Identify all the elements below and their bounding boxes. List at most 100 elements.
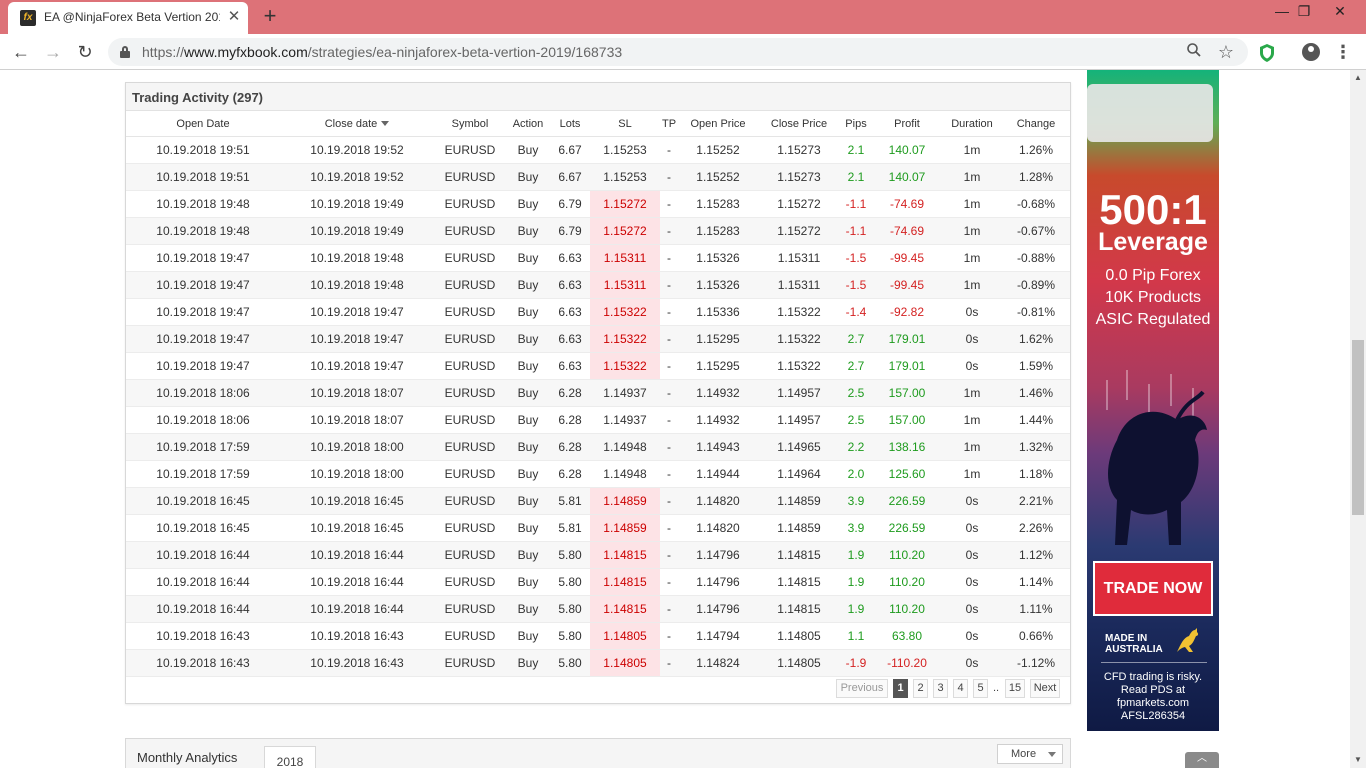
cell-lots: 6.63	[550, 325, 590, 353]
table-row[interactable]: 10.19.2018 19:47 10.19.2018 19:48 EURUSD Bu…	[126, 271, 1070, 299]
cell-change: 2.26%	[1002, 514, 1070, 542]
address-bar[interactable]: https://www.myfxbook.com/strategies/ea-n…	[108, 38, 1248, 66]
table-row[interactable]: 10.19.2018 16:45 10.19.2018 16:45 EURUSD Bu…	[126, 487, 1070, 515]
lock-icon[interactable]	[120, 46, 130, 58]
window-restore-button[interactable]: ❐	[1297, 3, 1311, 19]
table-row[interactable]: 10.19.2018 19:47 10.19.2018 19:47 EURUSD Bu…	[126, 352, 1070, 380]
page-1-button[interactable]: 1	[893, 679, 908, 698]
kangaroo-icon	[1177, 628, 1199, 652]
column-header-tp[interactable]: TP	[660, 112, 678, 137]
cell-tp: -	[660, 568, 678, 596]
cell-tp: -	[660, 163, 678, 191]
cell-action: Buy	[506, 514, 550, 542]
page-15-button[interactable]: 15	[1005, 679, 1025, 698]
cell-change: 0.66%	[1002, 622, 1070, 650]
page-2-button[interactable]: 2	[913, 679, 928, 698]
cell-pips: 2.5	[840, 379, 872, 407]
column-header-open-price[interactable]: Open Price	[678, 112, 758, 137]
cell-close: 10.19.2018 19:52	[280, 163, 434, 191]
table-row[interactable]: 10.19.2018 19:51 10.19.2018 19:52 EURUSD Bu…	[126, 136, 1070, 164]
zoom-icon[interactable]	[1184, 42, 1204, 62]
myfxbook-favicon-icon: fx	[20, 10, 36, 26]
page-5-button[interactable]: 5	[973, 679, 988, 698]
scroll-down-icon[interactable]: ▼	[1354, 755, 1362, 764]
cell-symbol: EURUSD	[434, 406, 506, 434]
cell-close: 10.19.2018 16:45	[280, 514, 434, 542]
page-4-button[interactable]: 4	[953, 679, 968, 698]
cell-open: 10.19.2018 19:47	[126, 298, 280, 326]
cell-action: Buy	[506, 190, 550, 218]
column-header-close-price[interactable]: Close Price	[758, 112, 840, 137]
column-header-symbol[interactable]: Symbol	[434, 112, 506, 137]
cell-action: Buy	[506, 217, 550, 245]
cell-open: 10.19.2018 16:45	[126, 514, 280, 542]
more-dropdown[interactable]: More	[997, 744, 1063, 764]
sort-desc-icon[interactable]	[381, 121, 390, 127]
url-path: /strategies/ea-ninjaforex-beta-vertion-2…	[307, 44, 623, 60]
table-row[interactable]: 10.19.2018 19:51 10.19.2018 19:52 EURUSD Bu…	[126, 163, 1070, 191]
new-tab-button[interactable]: +	[263, 3, 277, 28]
risk-line-4: AFSL286354	[1120, 710, 1186, 722]
browser-tab[interactable]: fx EA @NinjaForex Beta Vertion 2019 ✕	[8, 2, 248, 34]
cell-pips: 2.7	[840, 325, 872, 353]
column-header-sl[interactable]: SL	[590, 112, 660, 137]
trade-now-button[interactable]: TRADE NOW	[1093, 561, 1213, 616]
table-row[interactable]: 10.19.2018 18:06 10.19.2018 18:07 EURUSD Bu…	[126, 379, 1070, 407]
window-close-button[interactable]: ✕	[1334, 3, 1346, 19]
cell-change: 2.21%	[1002, 487, 1070, 515]
cell-action: Buy	[506, 460, 550, 488]
scroll-to-top-button[interactable]: ︿	[1185, 752, 1219, 768]
column-header-action[interactable]: Action	[506, 112, 550, 137]
table-row[interactable]: 10.19.2018 16:44 10.19.2018 16:44 EURUSD Bu…	[126, 595, 1070, 623]
year-tab-2018[interactable]: 2018	[264, 746, 316, 768]
cell-duration: 0s	[942, 325, 1002, 353]
shield-extension-icon[interactable]	[1258, 43, 1276, 63]
table-row[interactable]: 10.19.2018 19:47 10.19.2018 19:48 EURUSD Bu…	[126, 244, 1070, 272]
fpmarkets-ad-banner[interactable]: 500:1 Leverage 0.0 Pip Forex 10K Product…	[1087, 70, 1219, 731]
cell-symbol: EURUSD	[434, 622, 506, 650]
column-header-profit[interactable]: Profit	[872, 112, 942, 137]
cell-action: Buy	[506, 595, 550, 623]
column-header-lots[interactable]: Lots	[550, 112, 590, 137]
ad-divider	[1101, 662, 1207, 663]
column-header-change[interactable]: Change	[1002, 112, 1070, 137]
table-row[interactable]: 10.19.2018 18:06 10.19.2018 18:07 EURUSD Bu…	[126, 406, 1070, 434]
profile-avatar-icon[interactable]	[1302, 43, 1320, 61]
cell-duration: 0s	[942, 487, 1002, 515]
browser-menu-icon[interactable]: ⋮	[1334, 42, 1352, 62]
column-header-close-date[interactable]: Close date	[280, 112, 434, 137]
cell-close: 10.19.2018 16:43	[280, 622, 434, 650]
table-row[interactable]: 10.19.2018 17:59 10.19.2018 18:00 EURUSD Bu…	[126, 460, 1070, 488]
cell-open: 10.19.2018 19:47	[126, 271, 280, 299]
table-row[interactable]: 10.19.2018 19:48 10.19.2018 19:49 EURUSD Bu…	[126, 217, 1070, 245]
forward-button[interactable]: →	[44, 42, 62, 62]
cell-close-price: 1.15273	[758, 136, 840, 164]
table-row[interactable]: 10.19.2018 19:48 10.19.2018 19:49 EURUSD Bu…	[126, 190, 1070, 218]
next-page-button[interactable]: Next	[1030, 679, 1060, 698]
table-row[interactable]: 10.19.2018 16:43 10.19.2018 16:43 EURUSD Bu…	[126, 622, 1070, 650]
page-scrollbar[interactable]: ▲ ▼	[1350, 70, 1366, 768]
table-row[interactable]: 10.19.2018 17:59 10.19.2018 18:00 EURUSD Bu…	[126, 433, 1070, 461]
url-text[interactable]: https://www.myfxbook.com/strategies/ea-n…	[142, 44, 622, 60]
back-button[interactable]: ←	[12, 42, 30, 62]
cell-sl: 1.14815	[590, 541, 660, 569]
table-row[interactable]: 10.19.2018 16:43 10.19.2018 16:43 EURUSD Bu…	[126, 649, 1070, 677]
scroll-up-icon[interactable]: ▲	[1354, 73, 1362, 82]
table-row[interactable]: 10.19.2018 19:47 10.19.2018 19:47 EURUSD Bu…	[126, 325, 1070, 353]
column-header-open-date[interactable]: Open Date	[126, 112, 280, 137]
table-row[interactable]: 10.19.2018 16:45 10.19.2018 16:45 EURUSD Bu…	[126, 514, 1070, 542]
cell-duration: 1m	[942, 190, 1002, 218]
page-3-button[interactable]: 3	[933, 679, 948, 698]
table-row[interactable]: 10.19.2018 16:44 10.19.2018 16:44 EURUSD Bu…	[126, 568, 1070, 596]
cell-pips: 2.1	[840, 163, 872, 191]
tab-close-icon[interactable]: ✕	[227, 8, 241, 25]
window-minimize-button[interactable]: —	[1275, 3, 1289, 19]
previous-page-button[interactable]: Previous	[836, 679, 888, 698]
bookmark-star-icon[interactable]: ☆	[1217, 42, 1235, 62]
reload-button[interactable]: ↻	[77, 42, 93, 62]
table-row[interactable]: 10.19.2018 16:44 10.19.2018 16:44 EURUSD Bu…	[126, 541, 1070, 569]
column-header-duration[interactable]: Duration	[942, 112, 1002, 137]
table-row[interactable]: 10.19.2018 19:47 10.19.2018 19:47 EURUSD Bu…	[126, 298, 1070, 326]
scrollbar-thumb[interactable]	[1352, 340, 1364, 515]
column-header-pips[interactable]: Pips	[840, 112, 872, 137]
